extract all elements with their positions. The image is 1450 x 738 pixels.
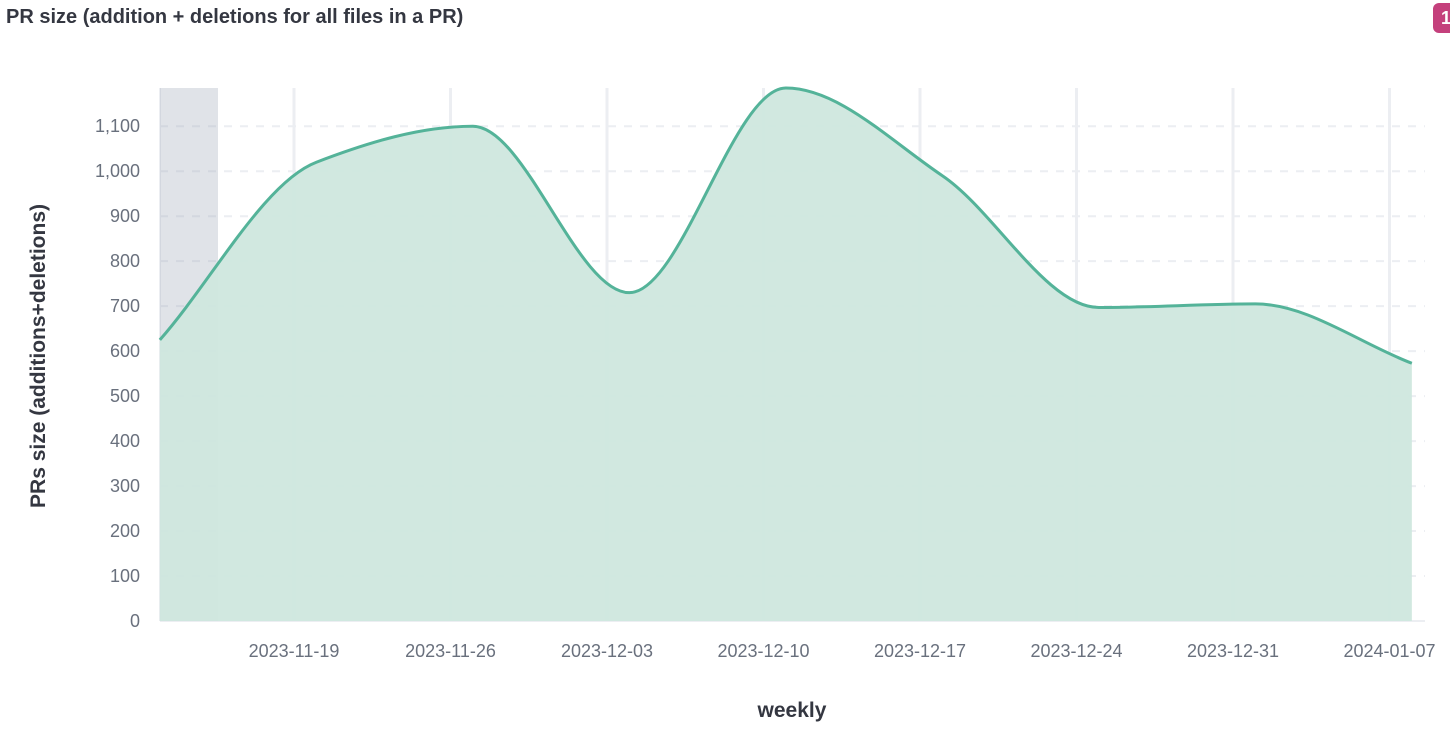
x-tick-label: 2023-12-03 [561, 641, 653, 661]
y-tick-label: 500 [110, 386, 140, 406]
y-tick-label: 0 [130, 611, 140, 631]
notification-badge[interactable]: 1 [1433, 3, 1450, 33]
y-tick-label: 100 [110, 566, 140, 586]
x-axis-label: weekly [757, 699, 827, 722]
x-tick-label: 2023-12-31 [1187, 641, 1279, 661]
x-tick-label: 2024-01-07 [1343, 641, 1435, 661]
x-tick-label: 2023-12-24 [1030, 641, 1122, 661]
y-tick-label: 800 [110, 251, 140, 271]
y-tick-label: 900 [110, 206, 140, 226]
chart-title: PR size (addition + deletions for all fi… [6, 6, 464, 28]
y-tick-label: 300 [110, 476, 140, 496]
area-fill [159, 88, 1412, 621]
y-tick-label: 400 [110, 431, 140, 451]
y-tick-label: 600 [110, 341, 140, 361]
y-tick-label: 700 [110, 296, 140, 316]
x-tick-label: 2023-11-26 [405, 641, 496, 661]
x-tick-label: 2023-11-19 [249, 641, 340, 661]
x-tick-label: 2023-12-17 [874, 641, 966, 661]
y-axis-label: PRs size (additions+deletions) [27, 204, 50, 508]
x-tick-label: 2023-12-10 [717, 641, 809, 661]
y-tick-label: 1,000 [95, 161, 140, 181]
y-tick-label: 200 [110, 521, 140, 541]
y-tick-label: 1,100 [95, 116, 140, 136]
series-line[interactable] [158, 86, 1413, 365]
